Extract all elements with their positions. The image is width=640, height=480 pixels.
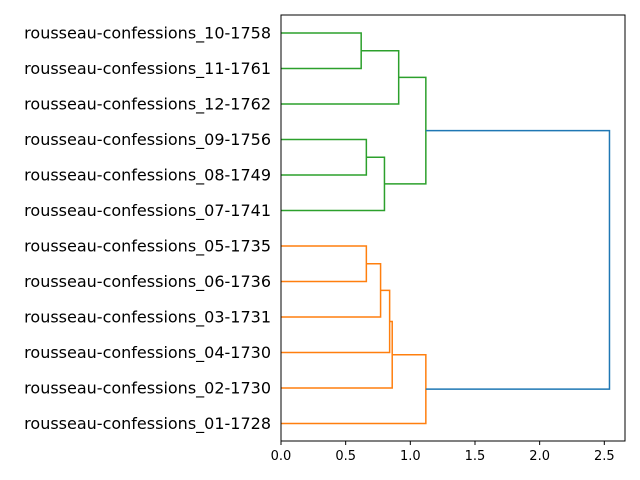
leaf-label: rousseau-confessions_07-1741 bbox=[24, 201, 271, 221]
leaf-label: rousseau-confessions_01-1728 bbox=[24, 414, 271, 434]
x-tick-label: 2.0 bbox=[529, 449, 550, 464]
link-m2 bbox=[281, 50, 400, 105]
leaf-label: rousseau-confessions_05-1735 bbox=[24, 237, 271, 257]
x-tick-label: 0.0 bbox=[271, 449, 292, 464]
x-tick-label: 0.5 bbox=[335, 449, 356, 464]
leaf-label: rousseau-confessions_11-1761 bbox=[24, 59, 271, 79]
leaf-label: rousseau-confessions_02-1730 bbox=[24, 379, 271, 399]
axes-frame bbox=[280, 14, 626, 442]
link-m8 bbox=[281, 289, 391, 354]
link-m10 bbox=[281, 353, 427, 425]
link-m5 bbox=[384, 76, 427, 185]
leaf-label: rousseau-confessions_12-1762 bbox=[24, 95, 271, 115]
link-m1 bbox=[281, 32, 362, 70]
leaf-label: rousseau-confessions_09-1756 bbox=[24, 130, 271, 150]
x-axis: 0.0 0.5 1.0 1.5 2.0 2.5 bbox=[271, 441, 615, 464]
leaf-label: rousseau-confessions_06-1736 bbox=[24, 272, 271, 292]
link-m11 bbox=[425, 129, 611, 390]
leaf-label: rousseau-confessions_08-1749 bbox=[24, 166, 271, 186]
link-m6 bbox=[281, 245, 368, 283]
x-tick-label: 2.5 bbox=[594, 449, 615, 464]
link-m9 bbox=[281, 320, 393, 389]
x-tick-label: 1.5 bbox=[465, 449, 486, 464]
leaf-label: rousseau-confessions_03-1731 bbox=[24, 308, 271, 328]
leaf-labels: rousseau-confessions_10-1758 rousseau-con… bbox=[24, 24, 271, 435]
leaf-label: rousseau-confessions_10-1758 bbox=[24, 24, 271, 44]
leaf-label: rousseau-confessions_04-1730 bbox=[24, 343, 271, 363]
x-tick-label: 1.0 bbox=[400, 449, 421, 464]
link-m3 bbox=[281, 138, 368, 176]
link-m4 bbox=[281, 156, 386, 212]
dendrogram-links bbox=[281, 32, 611, 425]
